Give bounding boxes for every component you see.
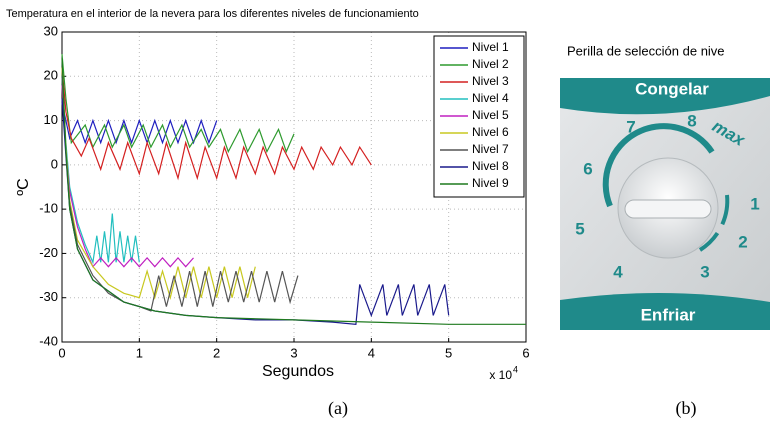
series-line [61,54,295,154]
y-axis-label: ºC [15,178,32,195]
dial-grip [624,199,712,219]
dial-number: 4 [613,262,623,281]
panel-label: (b) [676,398,697,419]
legend-label: Nivel 1 [472,40,509,54]
photo: Perilla de selección de nive Congelar En… [560,43,770,330]
y-tick-label: -10 [39,201,58,216]
dial-number: 7 [626,117,635,136]
y-tick-label: -30 [39,289,58,304]
x-scale-label: x 10 [489,368,512,382]
bottom-label: Enfriar [641,305,696,324]
dial-number: 3 [700,262,709,281]
dial-number: 5 [575,219,584,238]
dial-number: 2 [738,232,747,251]
legend-label: Nivel 2 [472,57,509,71]
y-tick-label: 10 [44,112,58,127]
x-tick-label: 2 [213,345,220,360]
series-line [61,85,194,268]
series-line [61,76,299,312]
x-scale-exponent: 4 [513,364,518,374]
top-band [560,78,770,115]
plot: -40 -30 -20 -10 0 10 20 30 0 1 2 3 4 5 6 Segundos ºC x 10… [15,23,529,382]
legend-label: Nivel 9 [472,176,509,190]
y-tick-label: 20 [44,68,58,83]
panel-label: (a) [328,398,348,419]
dial-arc [602,123,715,208]
legend-label: Nivel 7 [472,142,509,156]
x-tick-label: 6 [522,345,529,360]
dial-number: 1 [750,194,759,213]
y-tick-label: -20 [39,245,58,260]
dial-number: 6 [583,159,592,178]
legend-label: Nivel 4 [472,91,509,105]
dial-number: 8 [687,111,696,130]
series-line [61,102,218,145]
y-tick-label: 0 [51,156,58,171]
axes-frame [61,31,527,343]
legend-label: Nivel 3 [472,74,509,88]
legend-label: Nivel 5 [472,108,509,122]
legend-label: Nivel 6 [472,125,509,139]
x-axis-label: Segundos [262,363,334,380]
y-tick-label: 30 [44,23,58,38]
top-label: Congelar [635,79,709,98]
bottom-band [560,292,770,330]
series-line [61,76,140,265]
x-tick-label: 4 [368,345,375,360]
series-line [61,58,526,325]
x-tick-label: 5 [445,345,452,360]
x-tick-label: 1 [136,345,143,360]
photo-caption: Perilla de selección de nive [567,43,725,58]
x-tick-label: 0 [58,345,65,360]
legend-label: Nivel 8 [472,159,509,173]
dial-arc [698,194,730,252]
x-tick-label: 3 [290,345,297,360]
y-tick-label: -40 [39,333,58,348]
chart-title: Temperatura en el interior de la nevera … [6,8,419,20]
series-line [61,67,372,181]
series-line [61,67,256,300]
